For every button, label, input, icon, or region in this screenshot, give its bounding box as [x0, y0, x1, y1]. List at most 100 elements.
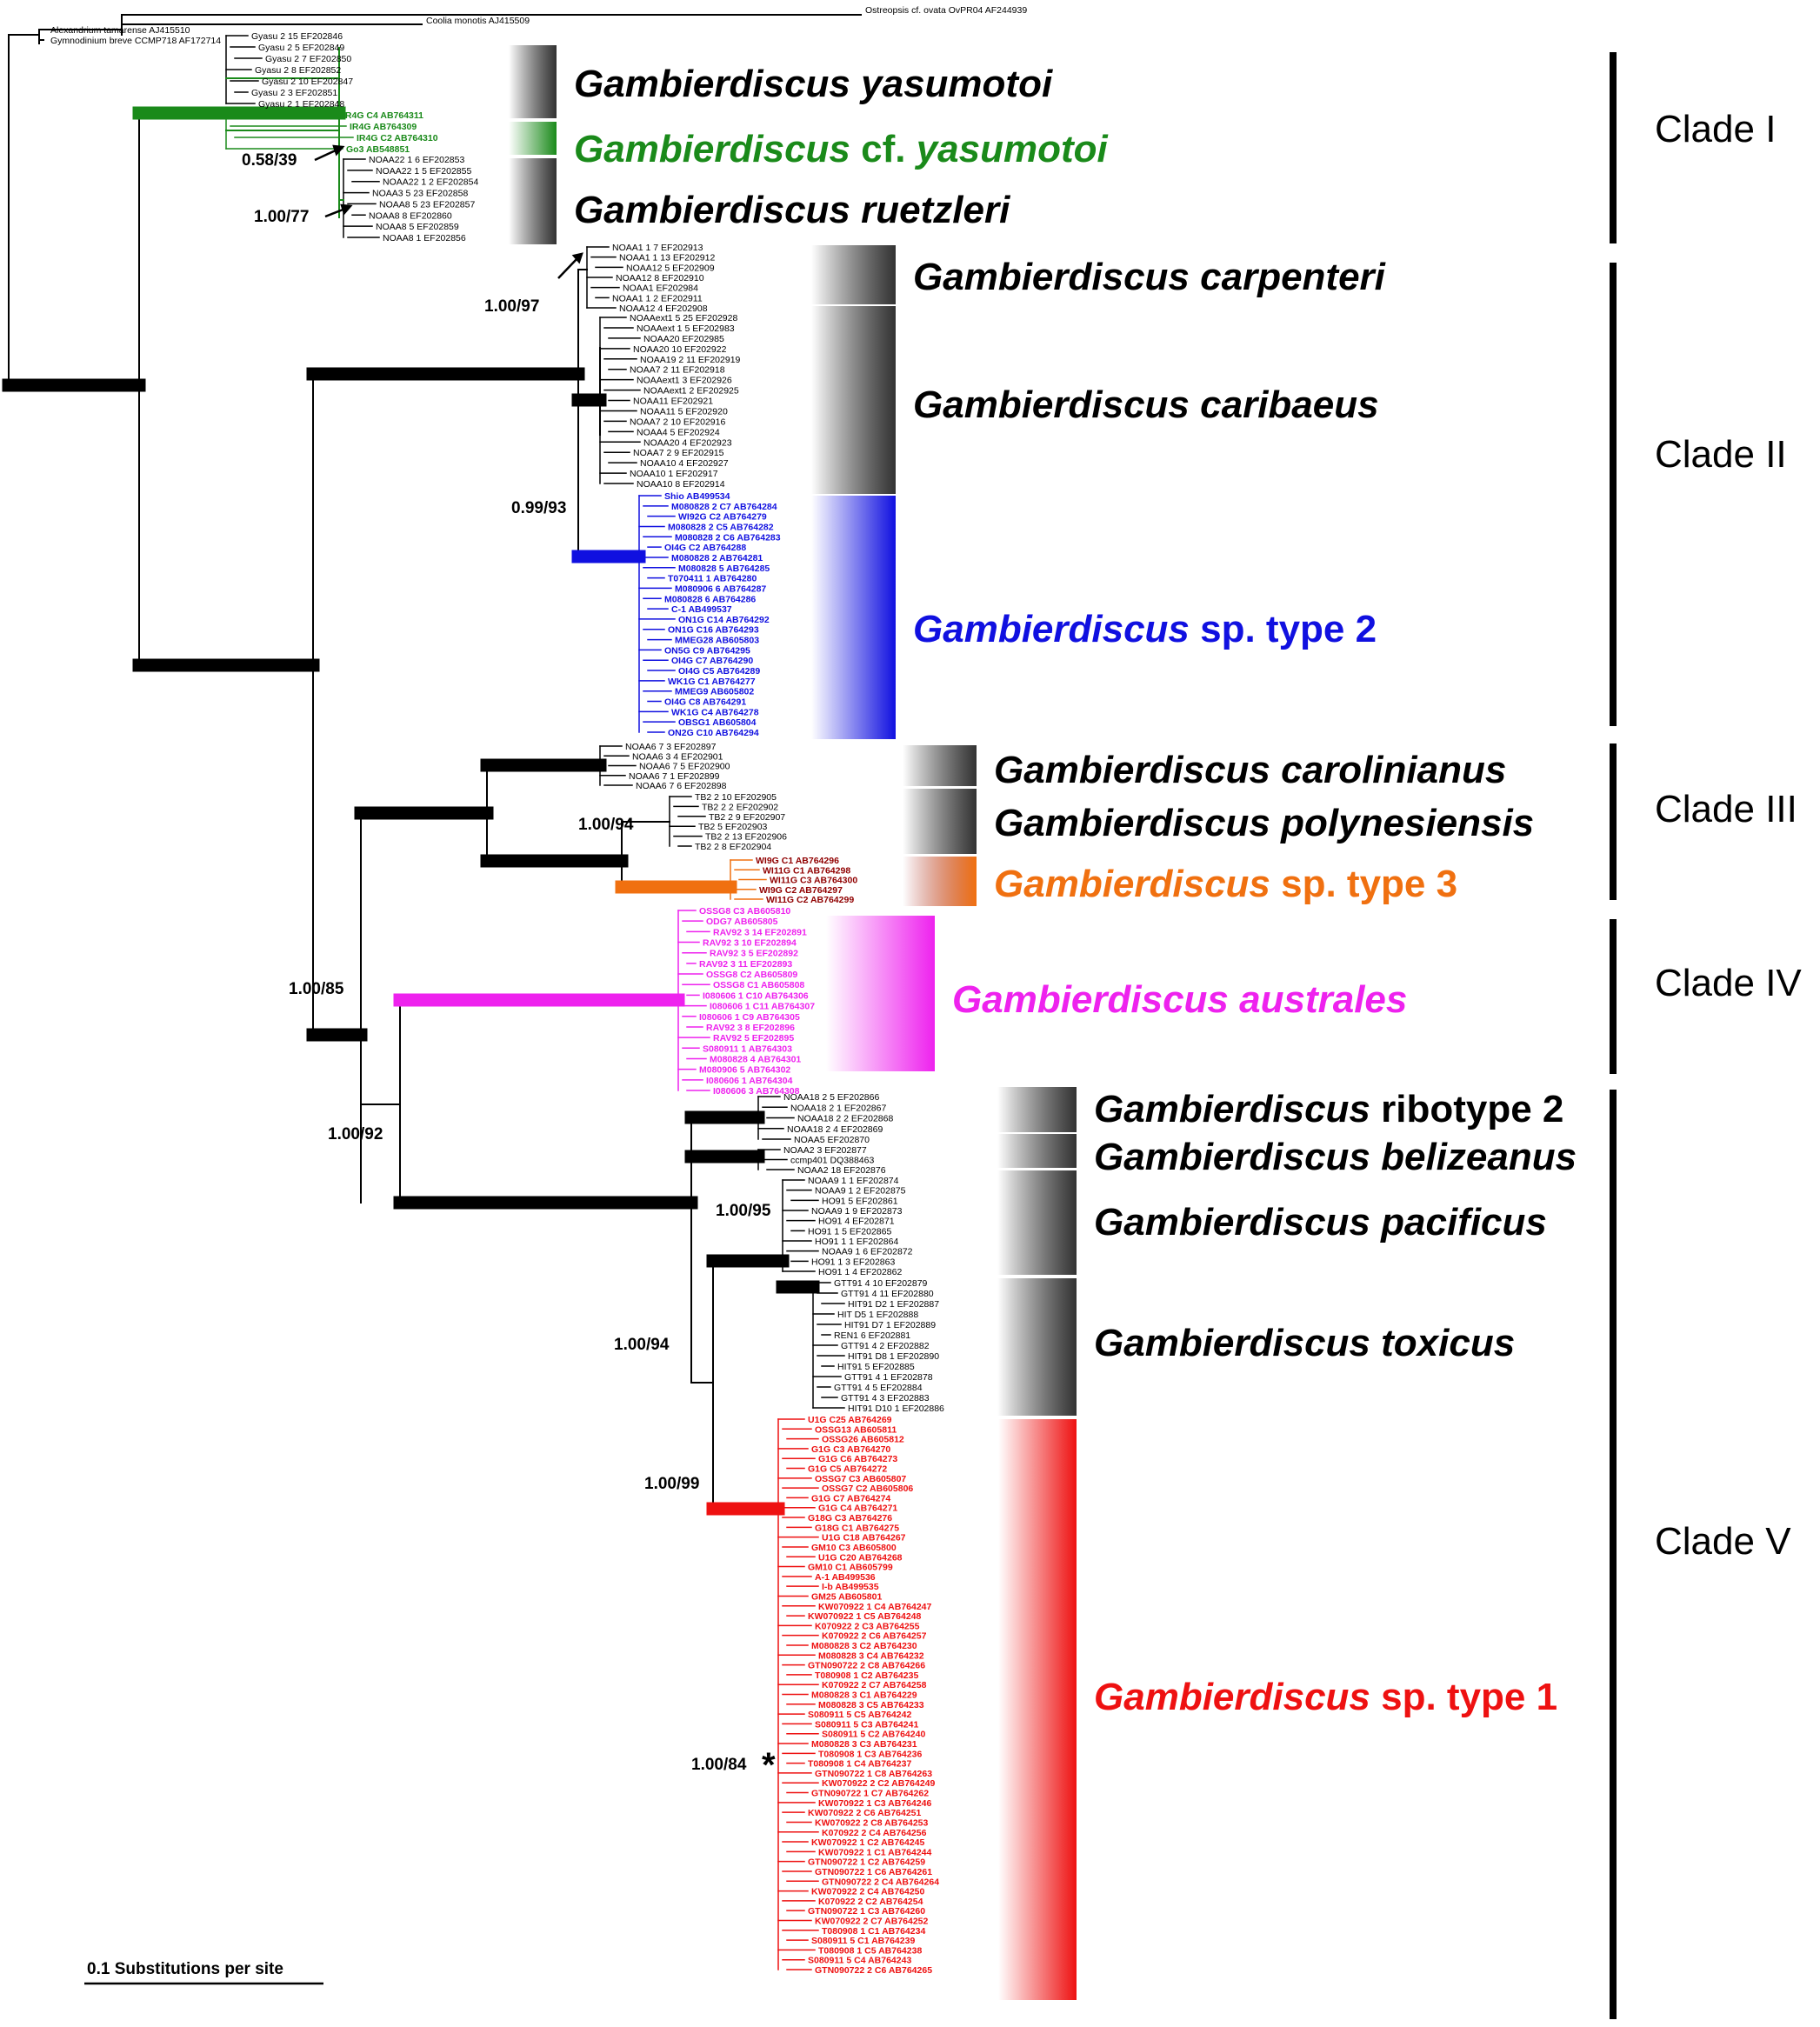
tip-label: S080911 5 C1 AB764239: [811, 1936, 915, 1946]
tip-label: NOAAext1 3 EF202926: [637, 376, 732, 386]
tip-label: NOAA6 7 1 EF202899: [629, 771, 720, 782]
tip-label: WI11G C1 AB764298: [763, 865, 850, 876]
outgroup-label: Ostreopsis cf. ovata OvPR04 AF244939: [865, 5, 1027, 16]
tip-label: KW070922 2 C6 AB764251: [808, 1808, 922, 1818]
tip-label: GTT91 4 11 EF202880: [841, 1289, 934, 1299]
species-label-carolinianus: Gambierdiscus carolinianus: [994, 749, 1506, 791]
tip-label: NOAA1 1 13 EF202912: [619, 253, 715, 263]
tip-label: NOAA22 1 5 EF202855: [376, 166, 471, 177]
tip-label: KW070922 1 C4 AB764247: [818, 1602, 932, 1612]
species-epithet: sp. type 1: [1370, 1676, 1557, 1718]
tip-label: S080911 5 C4 AB764243: [808, 1956, 911, 1966]
tip-label: Gyasu 2 7 EF202850: [265, 54, 351, 64]
tip-label: G1G C4 AB764271: [818, 1504, 897, 1514]
tip-label: NOAA9 1 9 EF202873: [811, 1206, 903, 1217]
tip-label: NOAA5 EF202870: [794, 1135, 870, 1145]
tip-label: NOAA6 3 4 EF202901: [632, 751, 723, 762]
clade-label: Clade III: [1655, 788, 1797, 830]
tip-label: GTN090722 1 C7 AB764262: [811, 1789, 929, 1799]
tip-label: MMEG9 AB605802: [675, 687, 754, 697]
tip-label: REN1 6 EF202881: [834, 1330, 910, 1341]
tip-label: NOAA7 2 9 EF202915: [633, 448, 724, 458]
species-label-caribaeus: Gambierdiscus caribaeus: [913, 383, 1379, 426]
species-label-toxicus: Gambierdiscus toxicus: [1094, 1322, 1515, 1364]
species-label-australes: Gambierdiscus australes: [952, 978, 1407, 1021]
tip-label: I080606 1 AB764304: [706, 1076, 793, 1086]
tip-label: T080908 1 C3 AB764236: [818, 1749, 922, 1759]
species-bar-australes: [826, 916, 935, 1071]
asterisk-marker: *: [762, 1746, 776, 1784]
tip-label: OSSG8 C1 AB605808: [713, 980, 804, 990]
tip-label: HO91 1 4 EF202862: [818, 1267, 902, 1277]
tip-label: HIT D5 1 EF202888: [837, 1310, 918, 1320]
tip-label: KW070922 2 C2 AB764249: [822, 1778, 936, 1789]
tip-label: NOAA10 8 EF202914: [637, 479, 725, 490]
tip-label: GM10 C1 AB605799: [808, 1563, 893, 1573]
tip-label: TB2 2 2 EF202902: [702, 802, 778, 812]
tip-label: G1G C6 AB764273: [818, 1454, 897, 1464]
tip-label: KW070922 2 C7 AB764252: [815, 1916, 929, 1926]
species-bar-caribaeus: [811, 306, 896, 494]
tip-label: M080828 3 C1 AB764229: [811, 1690, 917, 1701]
species-epithet: ribotype 2: [1370, 1088, 1564, 1130]
tip-label: U1G C18 AB764267: [822, 1533, 906, 1544]
tip-label: T080908 1 C4 AB764237: [808, 1759, 911, 1770]
species-genus: Gambierdiscus: [994, 863, 1270, 905]
support-value: 1.00/99: [644, 1475, 699, 1493]
tip-label: OI4G C8 AB764291: [664, 697, 746, 708]
tip-label: GTT91 4 1 EF202878: [844, 1372, 933, 1383]
tip-label: HO91 4 EF202871: [818, 1217, 895, 1227]
outgroup-label: Coolia monotis AJ415509: [426, 16, 530, 26]
tip-label: NOAA12 5 EF202909: [626, 263, 715, 273]
tip-label: M080828 3 C3 AB764231: [811, 1739, 917, 1750]
species-epithet-italic: yasumotoi: [905, 128, 1108, 170]
tip-label: I-b AB499535: [822, 1582, 879, 1592]
tip-label: GTN090722 1 C2 AB764259: [808, 1857, 925, 1868]
tip-label: OI4G C2 AB764288: [664, 543, 746, 553]
tip-label: NOAA10 4 EF202927: [640, 458, 729, 469]
tip-label: NOAAext 1 5 EF202983: [637, 323, 735, 334]
tip-label: IR4G AB764309: [350, 122, 417, 132]
species-epithet: sp. type 3: [1270, 863, 1457, 905]
species-genus: Gambierdiscus belizeanus: [1094, 1136, 1577, 1178]
tip-label: M080828 2 C6 AB764283: [675, 532, 781, 543]
tip-label: Gyasu 2 1 EF202848: [258, 99, 344, 110]
tip-label: HO91 1 3 EF202863: [811, 1257, 895, 1267]
tip-label: WK1G C1 AB764277: [668, 677, 756, 687]
tip-label: G1G C3 AB764270: [811, 1444, 890, 1455]
tip-label: Gyasu 2 3 EF202851: [251, 88, 337, 98]
tip-label: M080828 3 C2 AB764230: [811, 1641, 917, 1651]
tip-label: HO91 1 5 EF202865: [808, 1226, 891, 1237]
tip-label: K070922 2 C2 AB764254: [818, 1897, 923, 1907]
tip-label: NOAA22 1 6 EF202853: [369, 155, 464, 165]
tip-label: RAV92 3 5 EF202892: [710, 949, 798, 959]
support-arrows: [314, 144, 583, 279]
tip-label: HIT91 D10 1 EF202886: [848, 1404, 944, 1414]
tip-label: ccmp401 DQ388463: [790, 1156, 874, 1166]
tip-label: NOAA4 5 EF202924: [637, 427, 720, 437]
tip-label: NOAAext1 2 EF202925: [643, 386, 739, 397]
species-bar-type2: [811, 496, 896, 739]
tip-label: HO91 5 EF202861: [822, 1196, 898, 1206]
tip-label: NOAA6 7 6 EF202898: [636, 781, 727, 791]
tip-label: HIT91 D8 1 EF202890: [848, 1351, 939, 1362]
tip-label: GTT91 4 10 EF202879: [834, 1278, 928, 1289]
tip-label: IR4G C2 AB764310: [357, 133, 438, 143]
tip-label: NOAA6 7 3 EF202897: [625, 742, 717, 752]
tip-label: Shio AB499534: [664, 491, 730, 502]
tip-label: NOAA18 2 4 EF202869: [787, 1124, 883, 1135]
tip-label: NOAAext1 5 25 EF202928: [630, 313, 737, 323]
tip-label: U1G C25 AB764269: [808, 1415, 892, 1425]
tip-label: OI4G C5 AB764289: [678, 666, 760, 677]
species-epithet: sp. type 2: [1190, 608, 1377, 650]
tip-label: K070922 2 C7 AB764258: [822, 1680, 927, 1690]
tip-label: GTN090722 1 C6 AB764261: [815, 1867, 932, 1877]
tip-label: NOAA12 8 EF202910: [616, 273, 704, 283]
species-label-polynesiensis: Gambierdiscus polynesiensis: [994, 802, 1534, 844]
tip-label: HIT91 D2 1 EF202887: [848, 1299, 939, 1310]
tip-label: S080911 5 C3 AB764241: [815, 1719, 918, 1730]
species-bar-polynesiensis: [903, 789, 977, 854]
tip-label: KW070922 2 C4 AB764250: [811, 1887, 925, 1897]
tip-label: Go3 AB548851: [346, 144, 410, 155]
tip-label: M080828 2 AB764281: [671, 553, 763, 563]
